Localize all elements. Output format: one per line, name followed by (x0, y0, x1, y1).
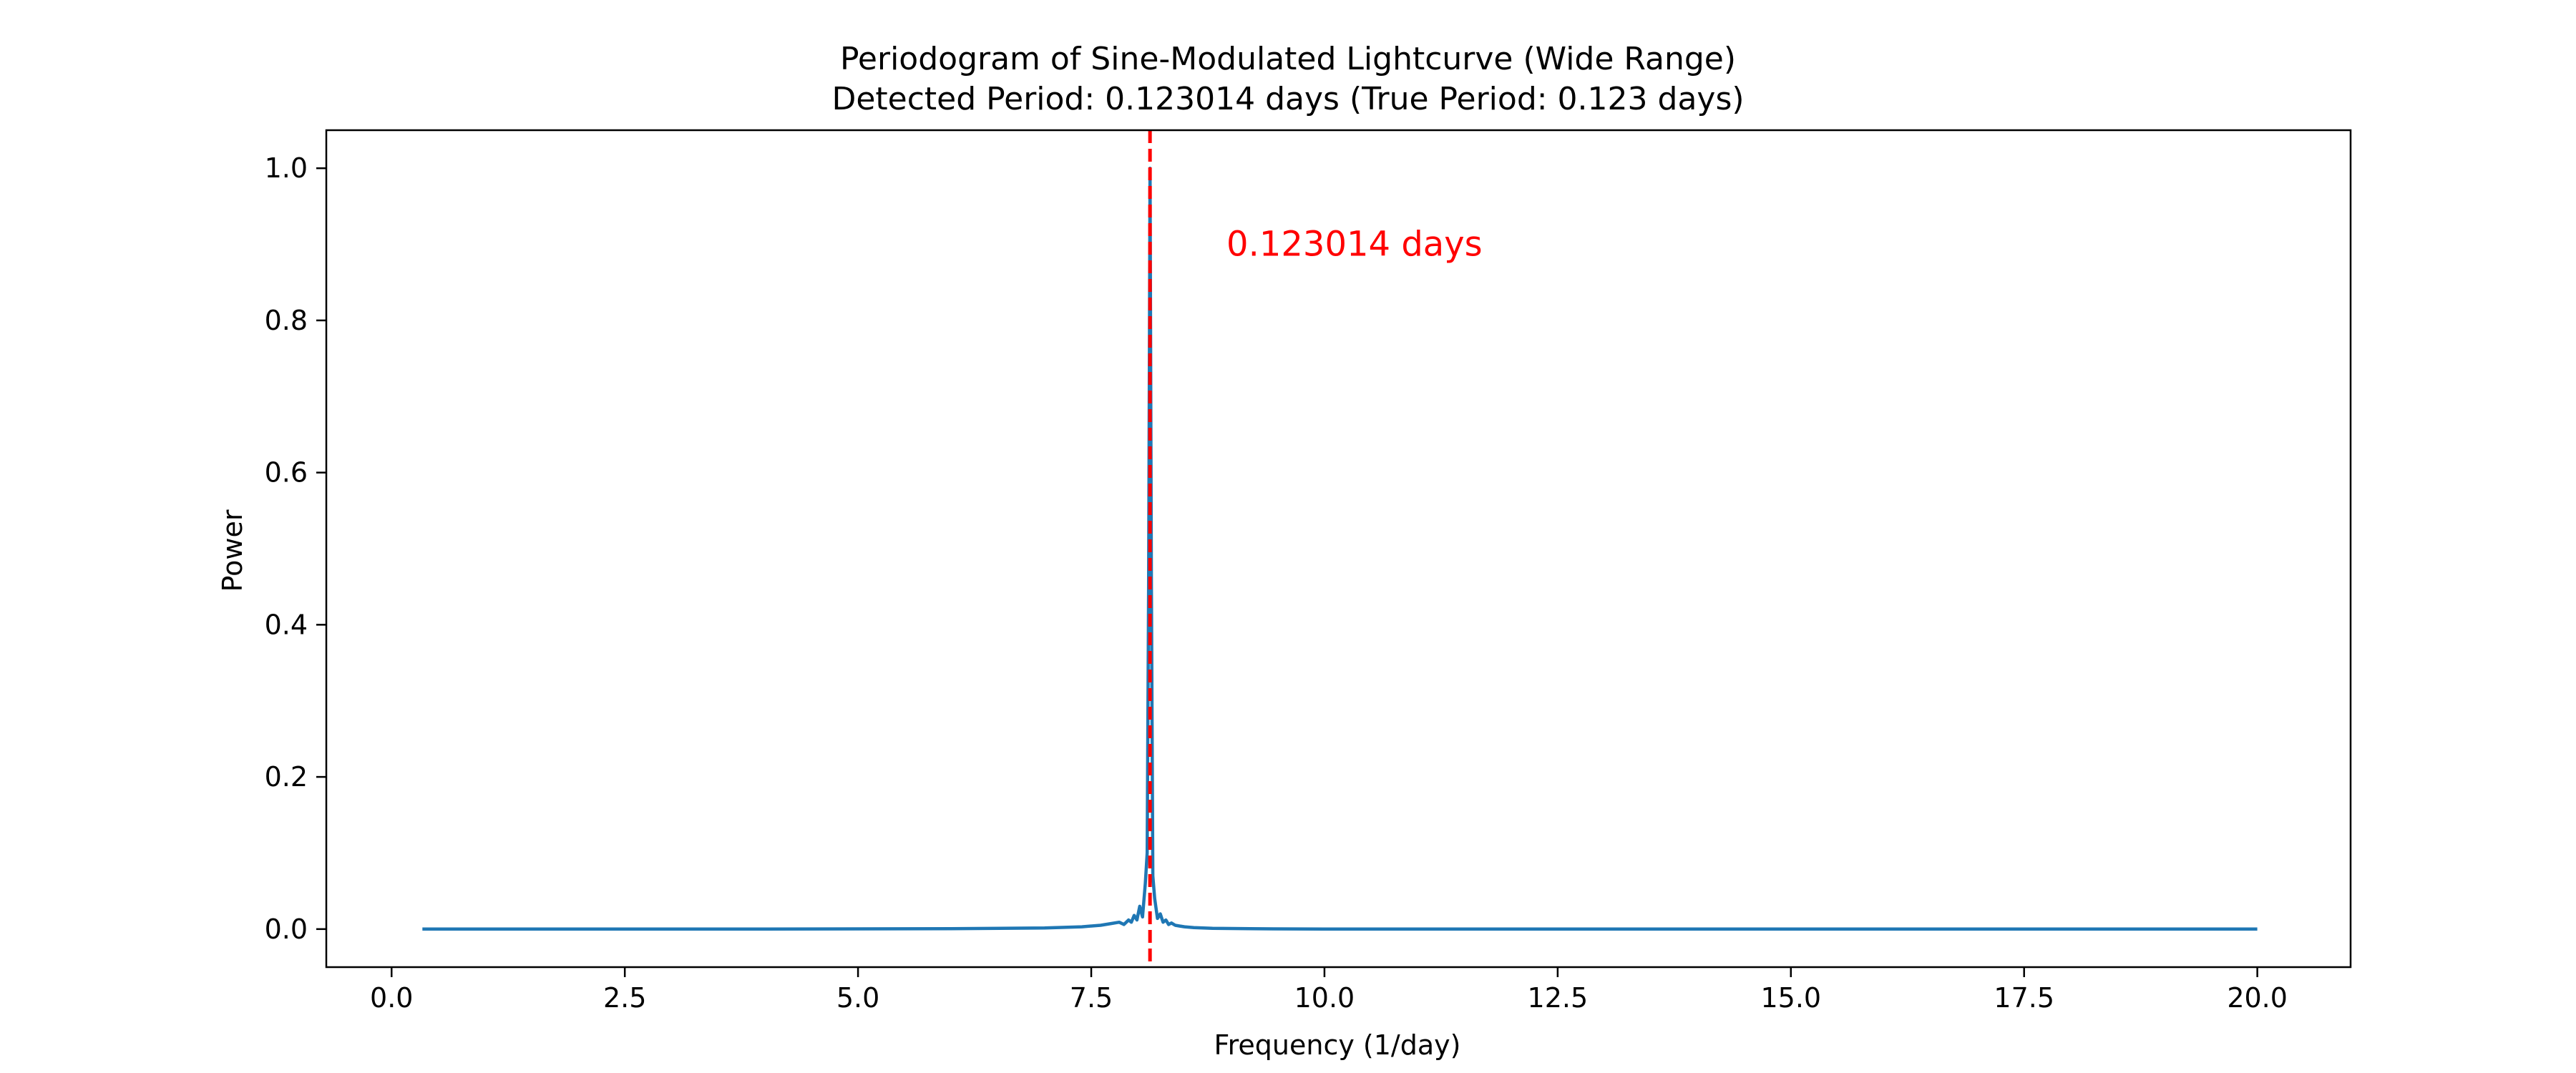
series-line-0 (422, 166, 2258, 931)
y-axis-label: Power (217, 509, 248, 592)
chart-title: Periodogram of Sine-Modulated Lightcurve… (840, 41, 1736, 77)
plot-frame (325, 129, 2352, 969)
x-axis-label: Frequency (1/day) (1214, 1029, 1461, 1061)
y-axis-ticks: 0.0 0.2 0.4 0.6 0.8 1.0 (265, 152, 326, 945)
x-tick-label: 0.0 (370, 982, 413, 1014)
x-tick-label: 10.0 (1294, 982, 1355, 1014)
y-tick-label: 0.2 (265, 761, 308, 793)
chart-subtitle: Detected Period: 0.123014 days (True Per… (831, 81, 1744, 117)
y-tick-label: 0.8 (265, 305, 308, 336)
plot-area (422, 130, 2258, 967)
x-tick-label: 12.5 (1528, 982, 1589, 1014)
x-tick-label: 2.5 (603, 982, 646, 1014)
y-tick-label: 0.0 (265, 913, 308, 945)
y-tick-label: 0.4 (265, 609, 308, 640)
x-tick-label: 7.5 (1070, 982, 1113, 1014)
x-tick-label: 15.0 (1760, 982, 1821, 1014)
y-tick-label: 0.6 (265, 457, 308, 489)
x-tick-label: 5.0 (836, 982, 879, 1014)
x-tick-label: 20.0 (2227, 982, 2288, 1014)
x-tick-label: 17.5 (1994, 982, 2054, 1014)
y-tick-label: 1.0 (265, 152, 308, 184)
x-axis-ticks: 0.0 2.5 5.0 7.5 10.0 12.5 15.0 17.5 20.0 (370, 967, 2288, 1014)
period-annotation: 0.123014 days (1226, 225, 1483, 265)
